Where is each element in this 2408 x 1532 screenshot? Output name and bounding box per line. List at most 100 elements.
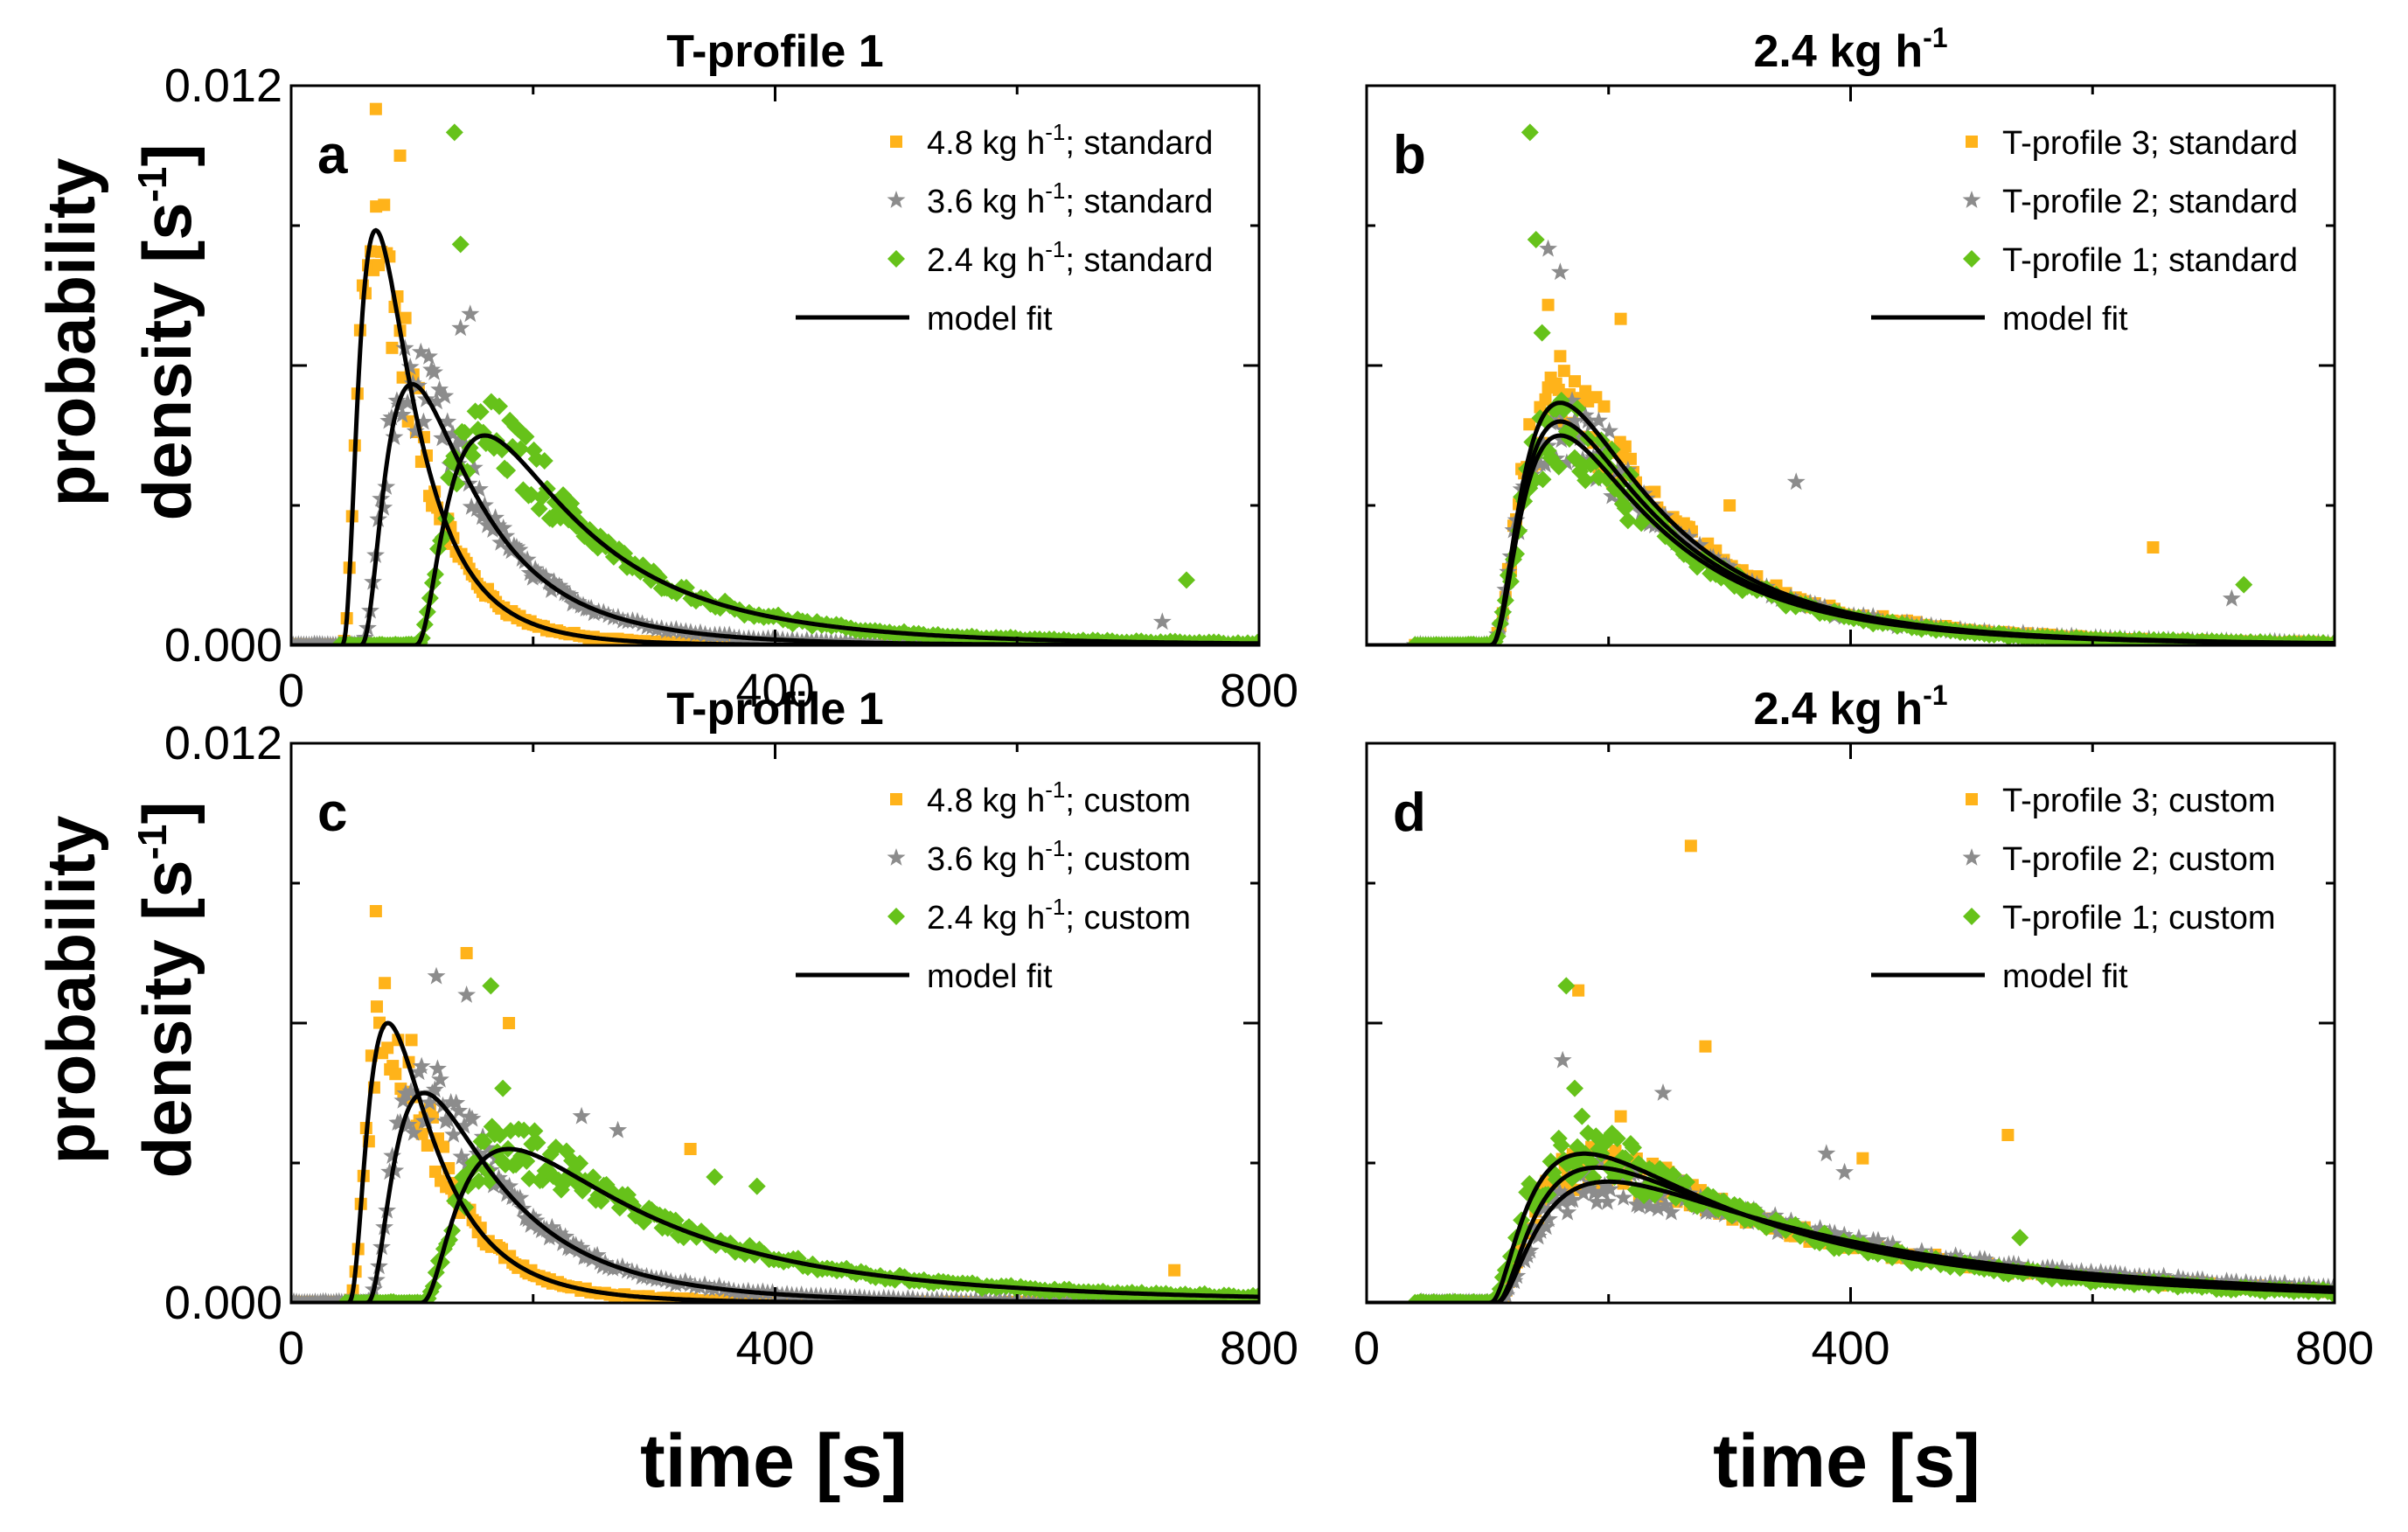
x-tick-label: 800: [1220, 665, 1298, 717]
legend: 4.8 kg h-1; custom 3.6 kg h-1; custom 2.4 …: [796, 776, 1191, 995]
outlier-point: [2001, 1129, 2015, 1141]
data-point: [1825, 1223, 1844, 1242]
data-point: [422, 360, 441, 378]
data-point: [1563, 1190, 1583, 1208]
outlier-point: [572, 1106, 591, 1125]
data-point: [425, 363, 443, 380]
panel-a: T-profile 1 a 0 400 800 0.000 0.012 4.8 kg h-1;…: [164, 26, 1298, 717]
data-point: [463, 1109, 482, 1127]
outlier-point: [1539, 239, 1557, 257]
data-point: [439, 1110, 458, 1128]
legend-entry-1: T-profile 3; custom: [2002, 783, 2276, 819]
data-point: [556, 1227, 574, 1245]
legend-marker-3: [1963, 908, 1980, 925]
data-point: [399, 1115, 418, 1133]
data-point: [398, 393, 417, 411]
data-point: [1590, 391, 1603, 404]
data-point: [836, 631, 855, 645]
data-point: [511, 1188, 530, 1207]
data-point: [380, 1162, 400, 1180]
outlier-point: [369, 905, 382, 917]
data-point: [381, 1041, 394, 1055]
series-3-points: [1406, 977, 2335, 1303]
outlier-point: [1557, 977, 1576, 995]
data-point: [391, 1112, 410, 1131]
y-tick-label: 0.000: [164, 1277, 282, 1329]
panel-letter: d: [1393, 783, 1426, 843]
data-point: [1565, 411, 1584, 429]
data-point: [446, 436, 465, 455]
outlier-point: [457, 985, 477, 1003]
x-tick-label: 400: [735, 665, 814, 717]
data-point: [1536, 455, 1555, 473]
data-point: [1912, 1242, 1931, 1260]
data-point: [486, 508, 505, 526]
data-point: [1648, 1199, 1667, 1217]
data-point: [1569, 375, 1582, 388]
outlier-point: [1856, 1152, 1869, 1165]
legend-entry-1: T-profile 3; standard: [2002, 125, 2298, 162]
data-point: [1869, 1230, 1888, 1249]
outlier-point: [1168, 1264, 1181, 1277]
outlier-point: [748, 1177, 766, 1195]
outlier-point: [445, 123, 463, 142]
data-point: [525, 1122, 544, 1140]
data-point: [1589, 411, 1608, 429]
outlier-point: [427, 966, 446, 985]
x-tick-label: 0: [278, 1322, 304, 1375]
data-point: [431, 1069, 449, 1088]
data-point: [406, 421, 425, 440]
data-point: [1600, 421, 1618, 440]
data-point: [542, 1217, 561, 1236]
data-point: [518, 550, 537, 568]
data-point: [1603, 486, 1622, 505]
data-point: [400, 357, 420, 375]
data-point: [510, 540, 529, 558]
data-point: [471, 403, 490, 421]
data-point: [539, 1228, 559, 1246]
legend-entry-fit: model fit: [927, 958, 1053, 995]
outlier-point: [1614, 1110, 1627, 1123]
data-point: [720, 625, 739, 644]
data-point: [1558, 1202, 1577, 1221]
legend-marker-2: [1962, 191, 1981, 208]
data-point: [1521, 1241, 1540, 1259]
legend-entry-3: 2.4 kg h-1; standard: [927, 236, 1213, 279]
data-point: [1523, 418, 1536, 431]
outlier-point: [2235, 575, 2253, 594]
data-point: [1536, 1217, 1555, 1236]
data-point: [421, 1139, 434, 1152]
data-point: [537, 567, 555, 585]
outlier-point: [1521, 123, 1539, 142]
data-point: [386, 341, 399, 354]
data-point: [489, 516, 508, 533]
data-point: [550, 576, 569, 594]
data-point: [1638, 1192, 1657, 1210]
data-point: [517, 428, 535, 446]
panel-title: 2.4 kg h-1: [1753, 22, 1947, 77]
data-point: [1951, 1248, 1970, 1266]
data-point: [560, 585, 580, 603]
data-point: [498, 461, 517, 479]
legend-marker-1: [1966, 136, 1978, 148]
legend: 4.8 kg h-1; standard 3.6 kg h-1; standard…: [796, 119, 1213, 338]
outlier-point: [1817, 1144, 1836, 1162]
data-point: [710, 1277, 728, 1294]
data-point: [572, 1238, 591, 1257]
data-point: [567, 1236, 586, 1254]
x-axis-label-right: time [s]: [1713, 1419, 1980, 1503]
data-point: [1576, 471, 1595, 490]
legend-entry-2: 3.6 kg h-1; standard: [927, 178, 1213, 220]
outlier-point: [1653, 1083, 1673, 1101]
outlier-point: [494, 1079, 512, 1097]
data-point: [1975, 1250, 1994, 1268]
data-point: [1600, 1180, 1619, 1198]
series-3-points: [337, 977, 1259, 1303]
outlier-point: [503, 1017, 516, 1029]
x-tick-label: 400: [1811, 1322, 1890, 1375]
data-point: [382, 407, 401, 426]
data-point: [389, 1068, 402, 1081]
outlier-point: [369, 102, 382, 115]
data-point: [491, 397, 509, 415]
